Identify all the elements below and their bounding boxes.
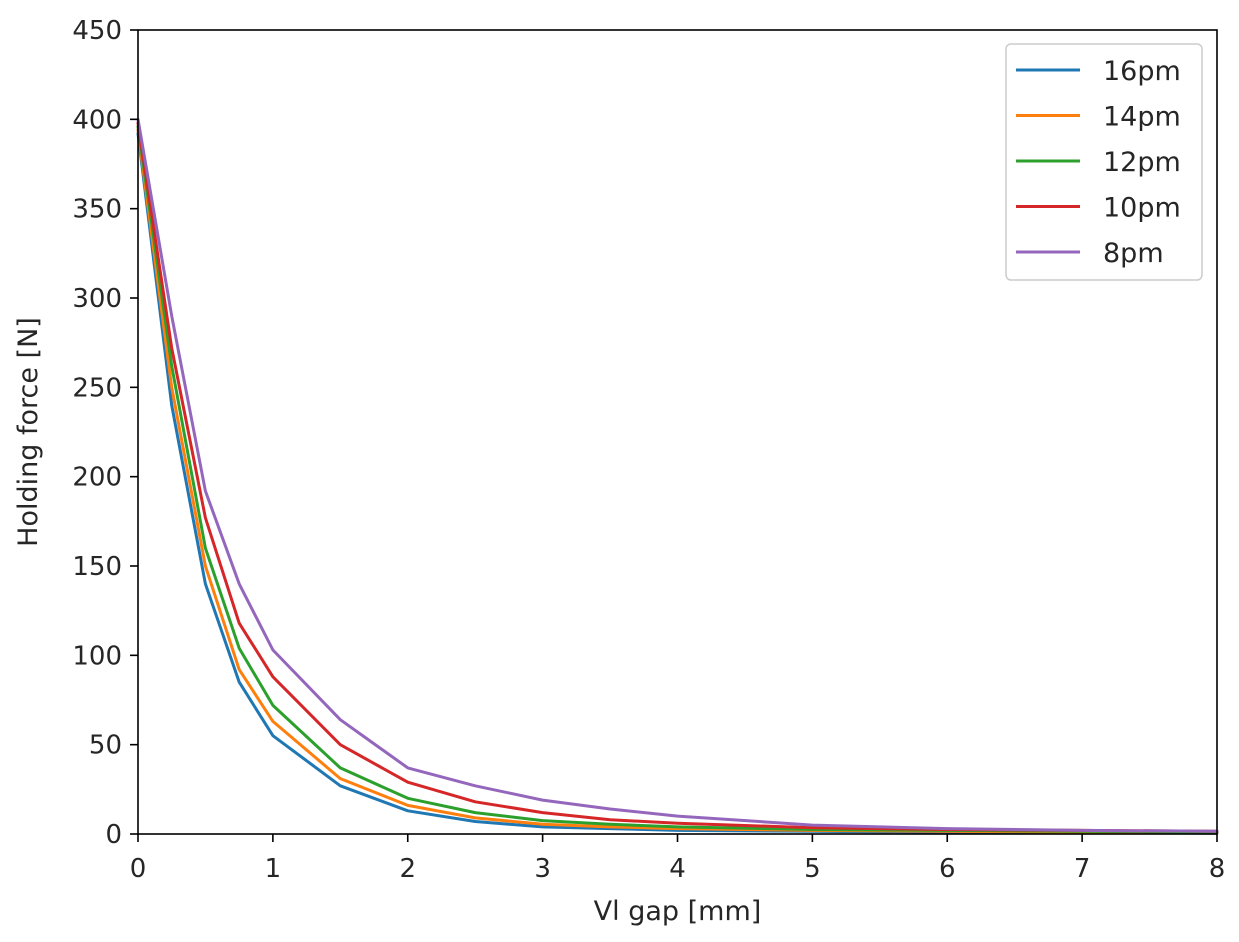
legend-label-8pm: 8pm: [1103, 238, 1164, 269]
y-tick-label: 450: [72, 16, 122, 46]
y-tick-label: 150: [72, 552, 122, 582]
x-tick-label: 7: [1074, 854, 1091, 884]
x-tick-label: 3: [534, 854, 551, 884]
legend: 16pm 14pm 12pm 10pm 8pm: [1005, 43, 1203, 281]
y-axis-title: Holding force [N]: [13, 317, 44, 547]
x-tick-label: 1: [265, 854, 282, 884]
x-tick-label: 6: [939, 854, 956, 884]
x-axis-title: Vl gap [mm]: [594, 896, 762, 927]
series-line-8pm: [136, 117, 1219, 833]
plot-lines: [136, 117, 1219, 835]
legend-label-14pm: 14pm: [1103, 102, 1181, 133]
x-tick-label: 8: [1209, 854, 1226, 884]
y-tick-label: 50: [89, 731, 122, 761]
y-axis-ticks: 0 50 100 150 200 250 300 350 400 450: [72, 16, 138, 850]
x-tick-label: 0: [130, 854, 147, 884]
legend-label-16pm: 16pm: [1103, 56, 1181, 87]
legend-box: [1005, 43, 1203, 281]
legend-label-10pm: 10pm: [1103, 193, 1181, 224]
x-axis-ticks: 0 1 2 3 4 5 6 7 8: [130, 834, 1226, 884]
y-tick-label: 0: [105, 820, 122, 850]
y-tick-label: 400: [72, 105, 122, 135]
y-tick-label: 300: [72, 284, 122, 314]
x-tick-label: 5: [804, 854, 821, 884]
y-tick-label: 200: [72, 463, 122, 493]
y-tick-label: 250: [72, 373, 122, 403]
y-tick-label: 350: [72, 195, 122, 225]
x-tick-label: 2: [399, 854, 416, 884]
legend-label-12pm: 12pm: [1103, 147, 1181, 178]
x-tick-label: 4: [669, 854, 686, 884]
y-tick-label: 100: [72, 641, 122, 671]
